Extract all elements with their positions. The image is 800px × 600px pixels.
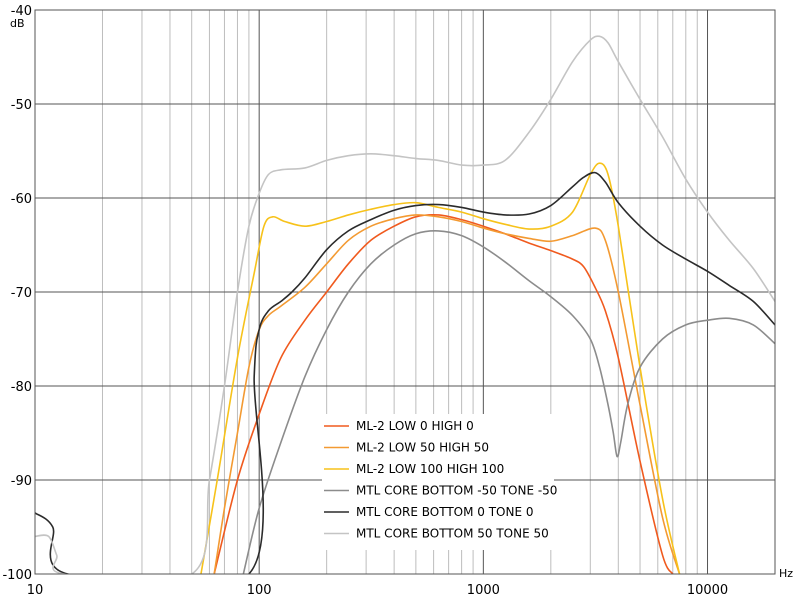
y-tick-label: -100 xyxy=(2,568,32,583)
y-tick-label: -90 xyxy=(11,474,32,489)
series-line-1 xyxy=(213,213,674,574)
y-tick-label: -80 xyxy=(11,380,32,395)
x-tick-label: 100 xyxy=(247,583,272,598)
series-line-4 xyxy=(242,230,775,574)
legend-label-1: ML-2 LOW 0 HIGH 0 xyxy=(356,419,474,433)
series-line-5 xyxy=(35,171,775,574)
legend-label-3: ML-2 LOW 100 HIGH 100 xyxy=(356,462,504,476)
legend-label-5: MTL CORE BOTTOM 0 TONE 0 xyxy=(356,505,534,519)
legend-label-4: MTL CORE BOTTOM -50 TONE -50 xyxy=(356,484,557,498)
x-axis-label: Hz xyxy=(779,567,793,580)
plot-frame xyxy=(34,9,776,575)
legend-box xyxy=(322,414,554,550)
x-tick-label: 10 xyxy=(27,583,44,598)
legend: ML-2 LOW 0 HIGH 0 ML-2 LOW 50 HIGH 50 ML-2… xyxy=(322,414,557,550)
x-tick-label: 1000 xyxy=(467,583,500,598)
y-tick-label: -50 xyxy=(11,98,32,113)
series-line-3 xyxy=(200,162,681,574)
y-tick-label: -60 xyxy=(11,192,32,207)
series-line-6 xyxy=(35,35,775,574)
y-tick-label: -40 xyxy=(11,4,32,19)
y-tick-label: -70 xyxy=(11,286,32,301)
legend-label-2: ML-2 LOW 50 HIGH 50 xyxy=(356,441,489,455)
series-lines xyxy=(35,35,775,574)
x-tick-label: 10000 xyxy=(687,583,728,598)
y-axis-label: dB xyxy=(10,17,25,30)
legend-label-6: MTL CORE BOTTOM 50 TONE 50 xyxy=(356,527,549,541)
